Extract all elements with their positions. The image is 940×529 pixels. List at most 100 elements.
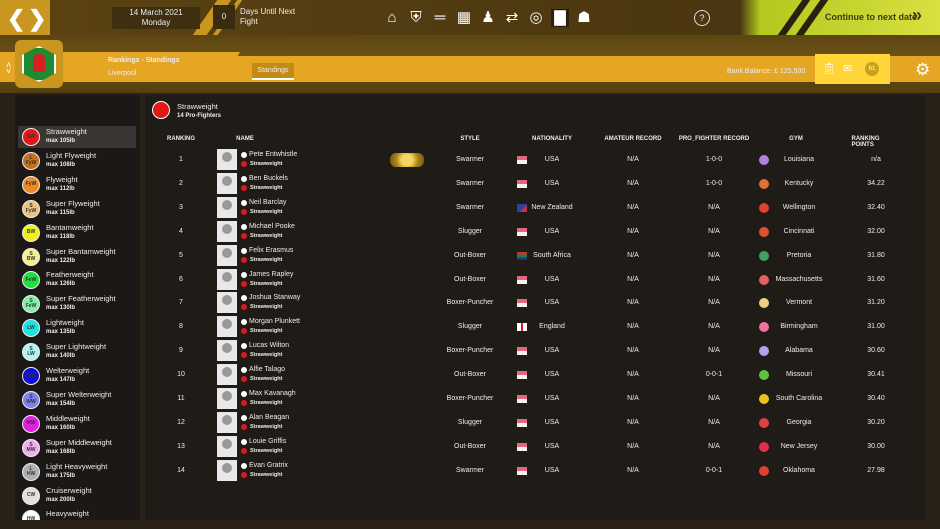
sidebar-item-weight-class[interactable]: S FyW Super Flyweight max 115lb [18, 198, 136, 220]
gym[interactable]: Missouri [785, 371, 813, 379]
info-icon[interactable] [241, 152, 247, 158]
trophy-icon[interactable]: ☗ [577, 9, 591, 26]
sidebar-item-weight-class[interactable]: LW Lightweight max 135lb [18, 317, 136, 339]
column-header[interactable]: NAME [236, 136, 254, 142]
dumbbell-icon[interactable]: ═ [434, 9, 446, 26]
sidebar-item-weight-class[interactable]: MW Middleweight max 160lb [18, 413, 136, 435]
table-row[interactable]: 12 Alan Beagan Strawweight Slugger USA N… [145, 411, 925, 435]
gym[interactable]: South Carolina [775, 395, 823, 402]
sidebar-item-weight-class[interactable]: SW Strawweight max 105lb [18, 126, 136, 148]
sidebar-item-weight-class[interactable]: FeW Featherweight max 126lb [18, 269, 136, 291]
fighter-name[interactable]: Morgan Plunkett [249, 318, 300, 326]
fighter-name[interactable]: Ben Buckels [249, 174, 288, 182]
info-icon[interactable] [241, 271, 247, 278]
sidebar-item-weight-class[interactable]: S FeW Super Featherweight max 130lb [18, 293, 136, 315]
continue-button[interactable]: Continue to next date [825, 12, 917, 22]
rankings-icon[interactable]: ▇ [551, 9, 569, 27]
gym[interactable]: Louisiana [784, 156, 814, 163]
table-row[interactable]: 2 Ben Buckels Strawweight Swarmer USA N/… [145, 172, 925, 196]
sidebar-item-weight-class[interactable]: S LW Super Lightweight max 140lb [18, 341, 136, 363]
table-row[interactable]: 6 James Rapley Strawweight Out-Boxer USA… [145, 268, 925, 292]
back-button[interactable]: ❮ [7, 6, 26, 31]
gym[interactable]: Alabama [785, 347, 813, 355]
sidebar-item-weight-class[interactable]: S BW Super Bantamweight max 122lb [18, 246, 136, 268]
fighter-name[interactable]: Neil Barclay [249, 198, 287, 206]
table-row[interactable]: 1 Pete Entwhistle Strawweight Swarmer US… [145, 148, 925, 172]
sidebar-item-weight-class[interactable]: HW Heavyweight [18, 508, 136, 520]
weight-class-list[interactable]: SW Strawweight max 105lb L FyW Light Flyweig… [15, 95, 140, 520]
fighter-name[interactable]: Michael Pooke [249, 222, 295, 230]
fighter-name[interactable]: Pete Entwhistle [249, 151, 298, 158]
info-icon[interactable] [241, 367, 247, 374]
table-row[interactable]: 7 Joshua Stanway Strawweight Boxer-Punch… [145, 291, 925, 315]
table-row[interactable]: 13 Louie Griffis Strawweight Out-Boxer U… [145, 435, 925, 459]
table-row[interactable]: 4 Michael Pooke Strawweight Slugger USA … [145, 220, 925, 244]
gym[interactable]: Massachusetts [775, 275, 823, 283]
chevron-double-right-icon[interactable]: » [912, 5, 923, 25]
sidebar-item-weight-class[interactable]: L FyW Light Flyweight max 108lb [18, 150, 136, 172]
transfer-icon[interactable]: ⇄ [505, 9, 519, 26]
gym[interactable]: Pretoria [786, 251, 812, 259]
column-header[interactable]: GYM [789, 136, 803, 142]
info-icon[interactable] [241, 391, 247, 397]
fighters-icon[interactable]: ♟ [481, 9, 495, 26]
gym[interactable]: Kentucky [784, 179, 814, 187]
info-icon[interactable] [241, 223, 247, 230]
fighter-name[interactable]: Alfie Talago [249, 366, 286, 374]
calendar-icon[interactable]: ▦ [456, 9, 472, 26]
gym[interactable]: Birmingham [780, 323, 818, 331]
target-icon[interactable]: ◎ [529, 9, 543, 26]
column-header[interactable]: STYLE [460, 136, 480, 142]
fighter-name[interactable]: Lucas Wilton [249, 342, 290, 350]
column-header[interactable]: PRO_FIGHTER RECORD [678, 136, 750, 142]
sidebar-item-weight-class[interactable]: L HW Light Heavyweight max 175lb [18, 461, 136, 483]
column-header[interactable]: RANKING POINTS [851, 136, 880, 148]
gym[interactable]: Wellington [782, 203, 816, 211]
table-row[interactable]: 8 Morgan Plunkett Strawweight Slugger En… [145, 315, 925, 339]
fighter-name[interactable]: Louie Griffis [249, 437, 287, 445]
switch-club-icon[interactable]: ˄ ˅ [6, 60, 12, 76]
info-icon[interactable] [241, 414, 247, 421]
sidebar-item-weight-class[interactable]: S MW Super Middleweight max 168lb [18, 437, 136, 459]
fighter-name[interactable]: Evan Gratrix [249, 461, 288, 469]
info-icon[interactable] [241, 175, 247, 182]
gym[interactable]: New Jersey [780, 442, 818, 450]
table-row[interactable]: 10 Alfie Talago Strawweight Out-Boxer US… [145, 363, 925, 387]
sidebar-item-weight-class[interactable]: FyW Flyweight max 112lb [18, 174, 136, 196]
info-icon[interactable] [241, 295, 247, 302]
table-row[interactable]: 14 Evan Gratrix Strawweight Swarmer USA … [145, 459, 925, 483]
info-icon[interactable] [241, 462, 247, 469]
sidebar-item-weight-class[interactable]: WW Welterweight max 147lb [18, 365, 136, 387]
fighter-name[interactable]: Max Kavanagh [249, 390, 296, 397]
table-row[interactable]: 3 Neil Barclay Strawweight Swarmer New Z… [145, 196, 925, 220]
forward-button[interactable]: ❯ [28, 6, 47, 31]
column-header[interactable]: RANKING [167, 136, 195, 142]
inbox-icon[interactable]: ✉ [843, 63, 853, 75]
gear-icon[interactable]: ⚙ [915, 60, 931, 79]
gym[interactable]: Vermont [785, 299, 813, 307]
help-button[interactable]: ? [694, 10, 710, 26]
info-icon[interactable] [241, 343, 247, 350]
fighter-name[interactable]: Joshua Stanway [249, 294, 301, 302]
fighter-name[interactable]: Felix Erasmus [249, 246, 294, 254]
sidebar-item-weight-class[interactable]: S WW Super Welterweight max 154lb [18, 389, 136, 411]
gym[interactable]: Georgia [786, 418, 812, 426]
tab-standings[interactable]: Standings [252, 63, 294, 80]
table-row[interactable]: 11 Max Kavanagh Strawweight Boxer-Punche… [145, 387, 925, 411]
fighter-name[interactable]: Alan Beagan [249, 413, 290, 421]
column-header[interactable]: NATIONALITY [532, 136, 572, 142]
table-row[interactable]: 5 Felix Erasmus Strawweight Out-Boxer So… [145, 244, 925, 268]
shield-icon[interactable]: ⛨ [410, 9, 422, 26]
sidebar-item-weight-class[interactable]: CW Cruiserweight max 200lb [18, 485, 136, 507]
gym[interactable]: Oklahoma [783, 466, 815, 474]
info-icon[interactable] [241, 247, 247, 254]
fighter-name[interactable]: James Rapley [249, 270, 294, 278]
gym[interactable]: Cincinnati [783, 227, 815, 235]
sidebar-item-weight-class[interactable]: BW Bantamweight max 118lb [18, 222, 136, 244]
home-icon[interactable]: ⌂ [387, 9, 397, 26]
info-icon[interactable] [241, 319, 247, 326]
clipboard-icon[interactable]: 📋︎ [822, 63, 836, 75]
info-icon[interactable] [241, 199, 247, 206]
info-icon[interactable] [241, 438, 247, 445]
table-row[interactable]: 9 Lucas Wilton Strawweight Boxer-Puncher… [145, 339, 925, 363]
